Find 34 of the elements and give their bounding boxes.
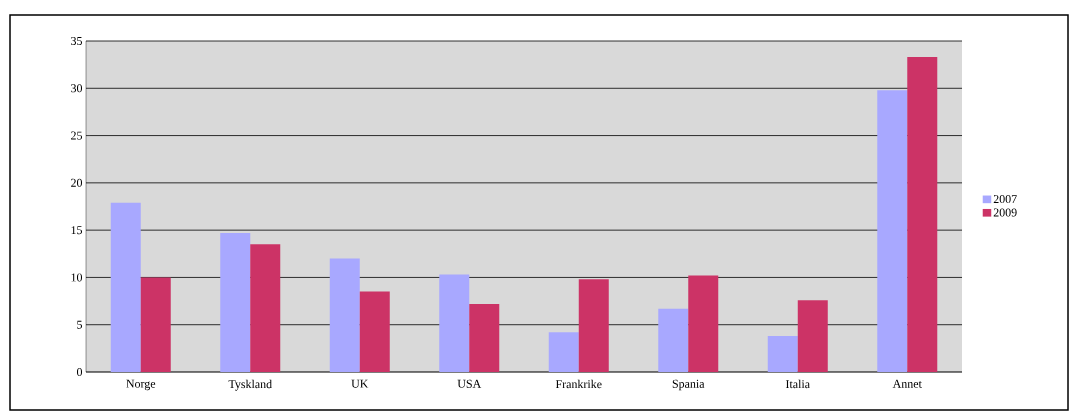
bar	[329, 258, 360, 372]
y-tick-label: 25	[71, 131, 83, 140]
bar	[767, 336, 798, 372]
y-tick-label: 0	[76, 367, 83, 377]
bar	[548, 332, 579, 372]
y-tick-label: 35	[71, 36, 83, 46]
bar	[250, 244, 281, 372]
x-tick-label: Tyskland	[228, 379, 272, 391]
legend-label: 2007	[993, 195, 1017, 204]
bar	[688, 275, 719, 372]
bar	[797, 300, 828, 372]
y-tick-label: 30	[71, 84, 83, 93]
bar	[110, 202, 141, 372]
bar	[907, 57, 938, 372]
bar	[140, 277, 171, 372]
legend-label: 2009	[993, 208, 1017, 217]
y-tick-label: 15	[71, 226, 83, 235]
x-tick-label: Frankrike	[555, 379, 602, 389]
x-tick-label: Annet	[892, 379, 922, 388]
bar	[439, 274, 470, 372]
x-tick-label: Spania	[672, 379, 705, 391]
x-tick-label: USA	[457, 379, 482, 388]
y-tick-label: 5	[77, 320, 83, 329]
x-tick-label: Norge	[126, 379, 156, 391]
y-tick-label: 10	[71, 273, 83, 282]
bar	[220, 232, 251, 372]
bar	[469, 303, 500, 372]
x-tick-label: UK	[351, 379, 369, 388]
bar	[359, 291, 390, 372]
y-tick-label: 20	[71, 178, 83, 187]
bar	[578, 279, 609, 372]
bar	[658, 308, 689, 372]
bar	[877, 90, 908, 372]
x-tick-label: Italia	[785, 379, 810, 389]
